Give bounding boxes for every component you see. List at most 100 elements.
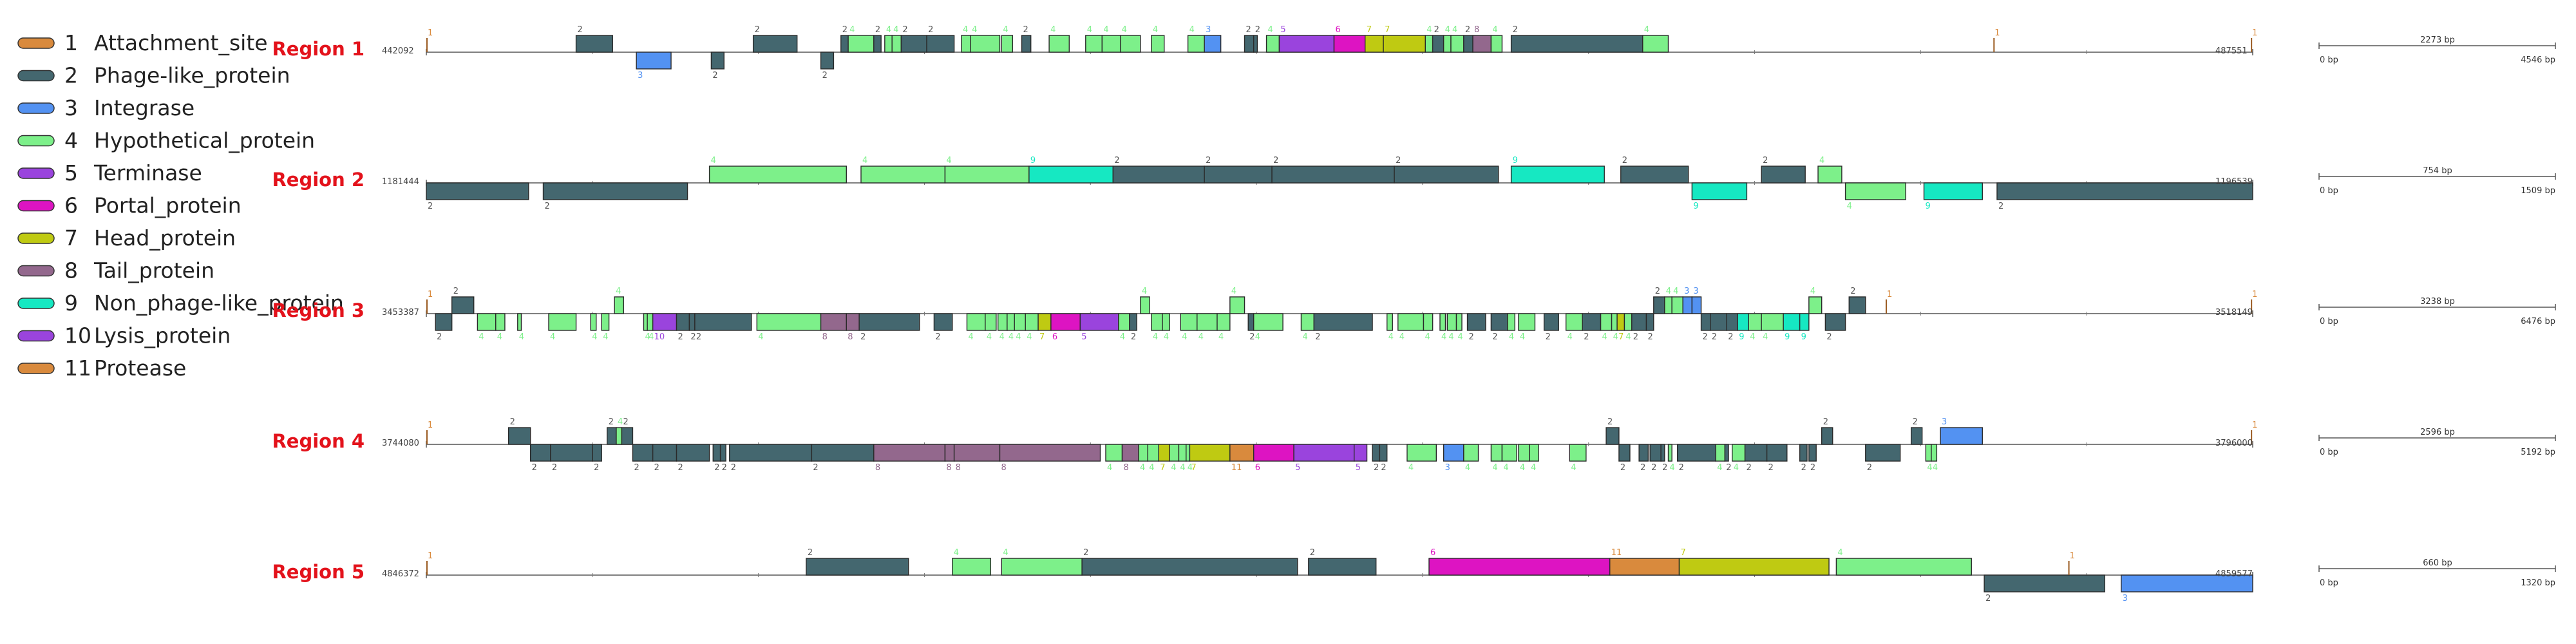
gene-phage-like-protein[interactable] — [1660, 444, 1665, 462]
gene-phage-like-protein[interactable] — [1799, 444, 1808, 462]
gene-phage-like-protein[interactable] — [1244, 35, 1255, 53]
gene-hypothetical-protein[interactable] — [1715, 444, 1726, 462]
gene-phage-like-protein[interactable] — [592, 444, 602, 462]
gene-hypothetical-protein[interactable] — [1147, 444, 1159, 462]
gene-hypothetical-protein[interactable] — [884, 35, 893, 53]
gene-hypothetical-protein[interactable] — [601, 313, 610, 331]
gene-phage-like-protein[interactable] — [1605, 427, 1620, 445]
gene-phage-like-protein[interactable] — [873, 35, 882, 53]
gene-hypothetical-protein[interactable] — [1001, 558, 1083, 576]
legend-item[interactable]: 5 Terminase — [17, 160, 202, 185]
gene-lysis-protein[interactable] — [652, 313, 677, 331]
gene-hypothetical-protein[interactable] — [1611, 313, 1618, 331]
gene-phage-like-protein[interactable] — [1582, 313, 1602, 331]
gene-hypothetical-protein[interactable] — [517, 313, 522, 331]
legend-item[interactable]: 7 Head_protein — [17, 225, 236, 251]
gene-phage-like-protein[interactable] — [1645, 313, 1654, 331]
gene-head-protein[interactable] — [1383, 35, 1426, 53]
gene-hypothetical-protein[interactable] — [1732, 444, 1746, 462]
gene-phage-like-protein[interactable] — [840, 35, 849, 53]
gene-phage-like-protein[interactable] — [1129, 313, 1137, 331]
gene-integrase[interactable] — [1443, 444, 1464, 462]
gene-hypothetical-protein[interactable] — [1844, 182, 1906, 200]
gene-tail-protein[interactable] — [944, 444, 955, 462]
gene-phage-like-protein[interactable] — [1271, 166, 1395, 184]
gene-tail-protein[interactable] — [820, 313, 847, 331]
gene-tail-protein[interactable] — [873, 444, 946, 462]
gene-hypothetical-protein[interactable] — [614, 296, 624, 314]
gene-hypothetical-protein[interactable] — [1667, 444, 1672, 462]
gene-phage-like-protein[interactable] — [1313, 313, 1373, 331]
gene-hypothetical-protein[interactable] — [1180, 313, 1198, 331]
gene-phage-like-protein[interactable] — [1379, 444, 1388, 462]
gene-hypothetical-protein[interactable] — [1425, 35, 1434, 53]
gene-phage-like-protein[interactable] — [1653, 296, 1665, 314]
gene-phage-like-protein[interactable] — [1021, 35, 1032, 53]
gene-hypothetical-protein[interactable] — [1178, 444, 1187, 462]
gene-phage-like-protein[interactable] — [507, 427, 531, 445]
gene-hypothetical-protein[interactable] — [1406, 444, 1437, 462]
gene-phage-like-protein[interactable] — [1394, 166, 1499, 184]
gene-hypothetical-protein[interactable] — [590, 313, 597, 331]
gene-phage-like-protein[interactable] — [900, 35, 927, 53]
gene-phage-like-protein[interactable] — [752, 35, 798, 53]
gene-terminase[interactable] — [1278, 35, 1335, 53]
gene-hypothetical-protein[interactable] — [1025, 313, 1039, 331]
gene-portal-protein[interactable] — [1050, 313, 1081, 331]
gene-phage-like-protein[interactable] — [1744, 444, 1768, 462]
gene-hypothetical-protein[interactable] — [1490, 35, 1503, 53]
gene-phage-like-protein[interactable] — [621, 427, 634, 445]
legend-item[interactable]: 6 Portal_protein — [17, 193, 242, 218]
gene-phage-like-protein[interactable] — [1112, 166, 1205, 184]
region-label-3[interactable]: Region 3 — [272, 299, 365, 321]
gene-integrase[interactable] — [2121, 574, 2253, 592]
legend-item[interactable]: 4 Hypothetical_protein — [17, 128, 315, 153]
region-track[interactable]: 1 2 4 4 2 2 6 11 7 4 2 3 1 — [426, 548, 2556, 603]
legend-item[interactable]: 2 Phage-like_protein — [17, 63, 290, 88]
gene-head-protein[interactable] — [1189, 444, 1231, 462]
gene-phage-like-protein[interactable] — [1543, 313, 1560, 331]
gene-phage-like-protein[interactable] — [1372, 444, 1381, 462]
gene-hypothetical-protein[interactable] — [1518, 313, 1536, 331]
gene-head-protein[interactable] — [1616, 313, 1625, 331]
region-track[interactable]: 1 22 2 22 4 22 2 2 2 2 2 2 8 8 8 8 4 8 4 4 7 4 4 47 11 6 5 5 2 2 4 3 4 4 4… — [426, 417, 2556, 473]
gene-hypothetical-protein[interactable] — [1229, 296, 1245, 314]
gene-phage-like-protein[interactable] — [1761, 166, 1806, 184]
gene-phage-like-protein[interactable] — [710, 52, 724, 70]
gene-phage-like-protein[interactable] — [1247, 313, 1255, 331]
gene-phage-like-protein[interactable] — [451, 296, 475, 314]
gene-phage-like-protein[interactable] — [1766, 444, 1788, 462]
gene-hypothetical-protein[interactable] — [647, 313, 654, 331]
gene-phage-like-protein[interactable] — [1618, 444, 1631, 462]
gene-phage-like-protein[interactable] — [1649, 444, 1662, 462]
gene-hypothetical-protein[interactable] — [1507, 313, 1515, 331]
gene-hypothetical-protein[interactable] — [1001, 35, 1014, 53]
gene-hypothetical-protein[interactable] — [1446, 313, 1457, 331]
gene-phage-like-protein[interactable] — [820, 52, 835, 70]
gene-hypothetical-protein[interactable] — [966, 313, 986, 331]
gene-phage-like-protein[interactable] — [632, 444, 654, 462]
gene-hypothetical-protein[interactable] — [1600, 313, 1613, 331]
gene-hypothetical-protein[interactable] — [944, 166, 1030, 184]
gene-hypothetical-protein[interactable] — [848, 35, 875, 53]
gene-hypothetical-protein[interactable] — [860, 166, 946, 184]
gene-hypothetical-protein[interactable] — [477, 313, 497, 331]
legend-item[interactable]: 3 Integrase — [17, 95, 194, 120]
gene-non-phage-like-protein[interactable] — [1783, 313, 1801, 331]
gene-tail-protein[interactable] — [953, 444, 1001, 462]
gene-head-protein[interactable] — [1037, 313, 1052, 331]
gene-phage-like-protein[interactable] — [676, 444, 710, 462]
gene-hypothetical-protein[interactable] — [1565, 313, 1583, 331]
gene-hypothetical-protein[interactable] — [1569, 444, 1587, 462]
legend-item[interactable]: 8 Tail_protein — [17, 258, 214, 283]
gene-phage-like-protein[interactable] — [1204, 166, 1273, 184]
gene-hypothetical-protein[interactable] — [1518, 444, 1530, 462]
gene-integrase[interactable] — [636, 52, 672, 70]
gene-non-phage-like-protein[interactable] — [1510, 166, 1605, 184]
gene-hypothetical-protein[interactable] — [1450, 35, 1464, 53]
gene-phage-like-protein[interactable] — [435, 313, 453, 331]
gene-hypothetical-protein[interactable] — [1217, 313, 1231, 331]
gene-phage-like-protein[interactable] — [1631, 313, 1647, 331]
